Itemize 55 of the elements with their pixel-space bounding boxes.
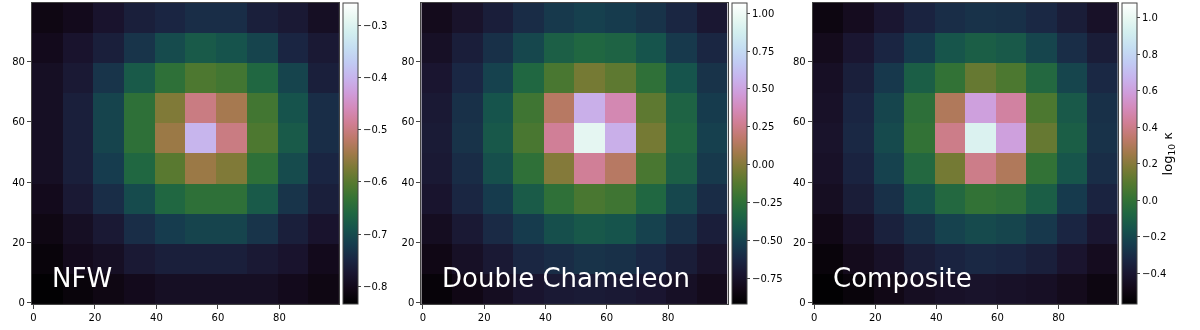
- y-tick-label: 80: [792, 56, 806, 68]
- x-tick-label: 60: [211, 312, 225, 324]
- y-tick-label: 0: [18, 297, 25, 309]
- x-tick-label: 0: [419, 312, 427, 324]
- y-tick-label: 40: [792, 176, 806, 188]
- x-tick-label: 40: [539, 312, 552, 324]
- y-tick-label: 60: [792, 116, 806, 128]
- color-bar-label: −0.7: [363, 228, 388, 240]
- color-bar-label: −0.2: [1142, 231, 1167, 243]
- color-bar-label: −0.25: [752, 197, 783, 209]
- y-tick-label: 0: [407, 297, 415, 309]
- color-bar-label: 0.4: [1142, 121, 1158, 133]
- color-bar-label: −0.5: [363, 124, 388, 136]
- color-bar-label: −0.4: [363, 71, 388, 83]
- text: NFW: [52, 263, 113, 293]
- color-bar-label: 0.8: [1142, 48, 1158, 60]
- x-tick-label: 0: [810, 312, 818, 324]
- x-tick-label: 40: [930, 312, 943, 324]
- y-tick-label: 20: [12, 237, 25, 248]
- color-bar-label: 0.6: [1142, 85, 1158, 97]
- x-tick-label: 60: [991, 312, 1004, 324]
- y-tick-label: 20: [401, 237, 415, 248]
- x-tick-label: 40: [150, 312, 163, 324]
- x-tick-label: 80: [273, 312, 286, 324]
- x-tick-label: 80: [1052, 312, 1065, 324]
- color-bar-label: 0.75: [752, 45, 775, 57]
- text: Composite: [833, 263, 972, 293]
- x-tick-label: 60: [600, 312, 614, 324]
- color-bar-label: 0.00: [752, 159, 775, 171]
- color-bar-label: 0.0: [1142, 194, 1158, 206]
- color-bar-label: 1.0: [1142, 12, 1158, 24]
- color-bar-label: −0.8: [363, 281, 388, 292]
- color-bar-label: −0.6: [363, 176, 388, 188]
- color-bar-label: −0.4: [1142, 267, 1167, 279]
- x-tick-label: 20: [477, 312, 491, 324]
- color-bar-label: −0.75: [752, 272, 783, 284]
- y-tick-label: 0: [799, 297, 806, 309]
- x-tick-label: 20: [88, 312, 102, 324]
- color-bar-label: 0.2: [1142, 158, 1158, 170]
- x-tick-label: 0: [30, 312, 37, 324]
- text: Double Chameleon: [442, 263, 690, 293]
- y-tick-label: 40: [401, 176, 415, 188]
- y-tick-label: 80: [12, 56, 25, 68]
- color-bar-label: 0.25: [752, 121, 775, 133]
- y-tick-label: 60: [12, 116, 25, 128]
- color-bar-label: 1.00: [752, 7, 775, 19]
- y-tick-label: 60: [401, 116, 415, 128]
- x-tick-label: 20: [868, 312, 882, 324]
- y-tick-label: 80: [401, 56, 415, 68]
- y-tick-label: 40: [12, 176, 25, 188]
- color-bar-label: −0.50: [752, 235, 783, 247]
- y-tick-label: 20: [792, 237, 806, 248]
- color-bar-label: −0.3: [363, 19, 388, 31]
- x-tick-label: 80: [661, 312, 675, 324]
- color-bar-label: 0.50: [752, 83, 775, 95]
